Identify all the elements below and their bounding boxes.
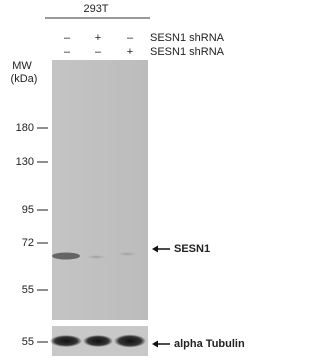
mw-marker: 180 [16, 122, 34, 134]
arrow-head [152, 341, 158, 348]
condition-sign: – [95, 46, 102, 58]
condition-sign: – [64, 46, 71, 58]
mw-unit: (kDa) [11, 73, 38, 85]
blot-panel [52, 60, 148, 320]
band [52, 253, 80, 260]
condition-rows: – + – SESN1 shRNA – – + SESN1 shRNA [64, 32, 225, 58]
mw-title: MW [12, 60, 32, 72]
mw-marker: 95 [22, 204, 34, 216]
condition-sign: + [95, 32, 101, 44]
band [117, 252, 137, 256]
mw-marker: 130 [16, 156, 34, 168]
condition-sign: + [127, 46, 133, 58]
condition-sign: – [127, 32, 134, 44]
band [114, 335, 146, 348]
band [50, 335, 82, 347]
mw-markers: 180 130 95 72 55 [16, 122, 48, 296]
band-label: SESN1 [174, 243, 210, 255]
band-label: alpha Tubulin [174, 338, 245, 350]
arrow-head [152, 246, 158, 253]
condition-sign: – [64, 32, 71, 44]
mw-marker: 55 [22, 336, 34, 348]
condition-label: SESN1 shRNA [150, 46, 225, 58]
band [86, 255, 106, 259]
mw-marker: 72 [22, 237, 34, 249]
band [83, 335, 113, 347]
condition-label: SESN1 shRNA [150, 32, 225, 44]
mw-marker: 55 [22, 284, 34, 296]
cell-line: 293T [83, 3, 108, 15]
blot-figure: 293T – + – SESN1 shRNA – – + SESN1 shRNA MW (kD… [0, 0, 261, 358]
